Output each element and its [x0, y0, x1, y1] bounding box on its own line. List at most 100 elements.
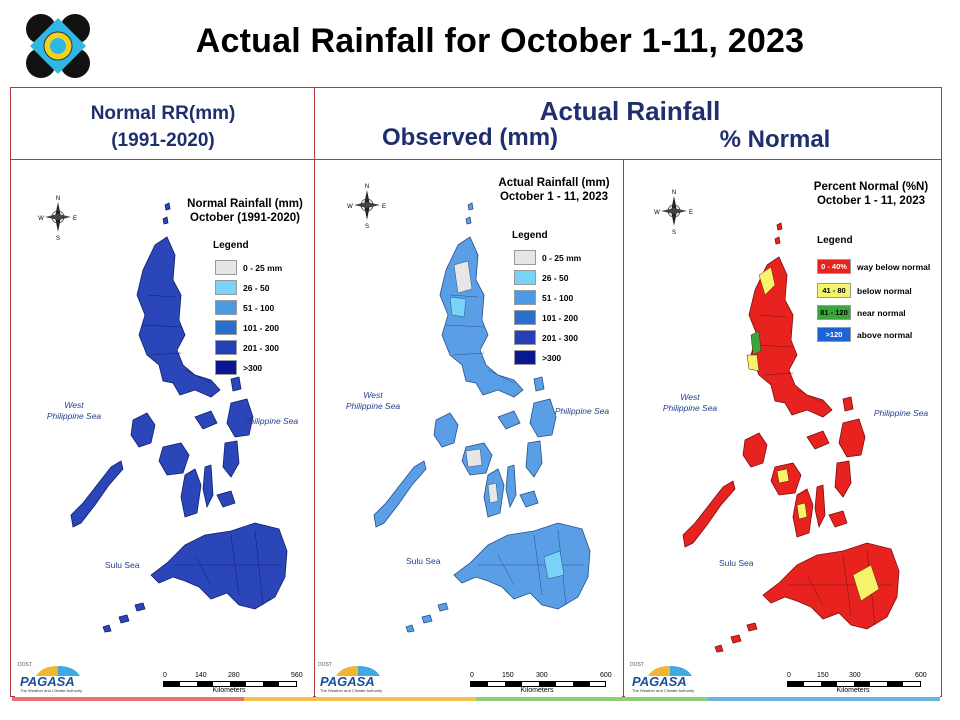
island-shape	[730, 634, 742, 644]
legend-item: 0 - 25 mm	[514, 250, 581, 265]
pagasa-logo	[24, 12, 92, 80]
legend-swatch	[215, 360, 237, 375]
legend-item: 81 - 120 near normal	[817, 305, 906, 320]
category-patch	[465, 448, 483, 468]
legend-item: 26 - 50	[514, 270, 568, 285]
legend-swatch	[514, 310, 536, 325]
island-shape	[180, 468, 202, 518]
island-shape	[216, 490, 236, 508]
province-border	[806, 574, 824, 606]
island-shape	[222, 440, 240, 478]
legend-item: 101 - 200	[215, 320, 279, 335]
actual-rainfall-header: Actual Rainfall	[539, 96, 721, 126]
map-title-actual-line1: Actual Rainfall (mm)	[498, 177, 610, 189]
svg-text:N: N	[56, 196, 60, 202]
province-border	[758, 314, 788, 318]
page-title: Actual Rainfall for October 1-11, 2023	[195, 22, 805, 60]
island-shape	[465, 216, 472, 225]
island-shape	[230, 376, 242, 392]
island-shape	[164, 202, 171, 211]
compass-icon: N S W E	[347, 184, 386, 230]
svg-text:W: W	[347, 204, 353, 210]
category-patch	[852, 564, 880, 602]
province-border	[146, 294, 176, 298]
legend-item: >300	[215, 360, 262, 375]
footer-logo: DOST PAGASA The Weather and Climate Auth…	[318, 662, 398, 694]
island-shape	[405, 624, 415, 633]
legend-swatch	[215, 280, 237, 295]
svg-text:E: E	[73, 216, 77, 222]
legend-title: Legend	[213, 240, 249, 251]
svg-text:N: N	[365, 184, 369, 190]
category-patch	[746, 354, 760, 372]
map-title-normal-line2: October (1991-2020)	[190, 212, 300, 224]
svg-text:E: E	[382, 204, 386, 210]
island-shape	[134, 602, 146, 612]
island-shape	[762, 542, 900, 630]
island-shape	[467, 202, 474, 211]
province-border	[254, 529, 264, 606]
normal-rr-label: Normal RR(mm)	[90, 103, 236, 124]
category-patch	[487, 482, 499, 504]
island-shape	[437, 602, 449, 612]
category-patch	[776, 468, 790, 484]
scale-bar: 0 150 300 600 Kilometers	[470, 672, 615, 694]
island-shape	[453, 522, 591, 610]
scale-unit: Kilometers	[520, 687, 554, 694]
map-title-actual-line2: October 1 - 11, 2023	[499, 191, 609, 203]
category-patch	[453, 260, 473, 294]
legend-title: Legend	[512, 230, 548, 241]
svg-text:S: S	[365, 224, 369, 230]
legend-swatch	[215, 340, 237, 355]
island-shape	[162, 216, 169, 225]
header-bottom-line	[10, 159, 942, 160]
bottom-bar-segment	[476, 697, 708, 701]
legend-item: 51 - 100	[514, 290, 573, 305]
sea-label-sulu: Sulu Sea	[406, 556, 441, 566]
umbrella-icon	[18, 666, 98, 688]
province-border	[449, 294, 479, 298]
svg-text:S: S	[672, 230, 676, 236]
header-divider	[314, 87, 315, 160]
island-shape	[102, 624, 112, 633]
category-patch	[449, 296, 467, 318]
panel-divider-2	[623, 160, 624, 697]
island-shape	[533, 376, 545, 392]
province-border	[445, 324, 485, 328]
island-shape	[421, 614, 433, 624]
legend-item: 101 - 200	[514, 310, 578, 325]
island-shape	[834, 460, 852, 498]
province-border	[453, 352, 485, 356]
svg-text:W: W	[38, 216, 44, 222]
sea-label-east: Philippine Sea	[243, 416, 299, 426]
legend-item: 201 - 300	[514, 330, 578, 345]
legend-swatch	[514, 330, 536, 345]
normal-rainfall-panel: N S W E Normal Rainfall (mm) October (19…	[15, 160, 313, 697]
province-border	[142, 324, 182, 328]
island-shape	[158, 442, 190, 476]
category-patch	[796, 502, 808, 520]
percent-normal-header: % Normal	[719, 126, 831, 153]
sea-label-west: West Philippine Sea	[345, 390, 401, 411]
island-shape	[842, 396, 854, 412]
island-shape	[70, 460, 124, 528]
normal-rr-period: (1991-2020)	[111, 130, 215, 151]
island-shape	[136, 236, 221, 398]
legend-item: 51 - 100	[215, 300, 274, 315]
legend-item: 26 - 50	[215, 280, 269, 295]
sea-label-sulu: Sulu Sea	[105, 560, 140, 570]
island-shape	[130, 412, 156, 448]
footer-logo: DOST PAGASA The Weather and Climate Auth…	[630, 662, 710, 694]
legend-title: Legend	[817, 235, 853, 246]
scale-ticks: 0 150 300 600	[470, 672, 612, 679]
svg-text:S: S	[56, 236, 60, 242]
island-shape	[505, 464, 517, 509]
province-border	[796, 389, 824, 404]
province-border	[762, 372, 794, 376]
legend-swatch	[514, 250, 536, 265]
legend-swatch: 41 - 80	[817, 283, 851, 298]
scale-bar: 0 140 280 560 Kilometers	[163, 672, 303, 694]
legend-swatch: 0 - 40%	[817, 259, 851, 274]
island-shape	[433, 412, 459, 448]
island-shape	[814, 484, 826, 529]
